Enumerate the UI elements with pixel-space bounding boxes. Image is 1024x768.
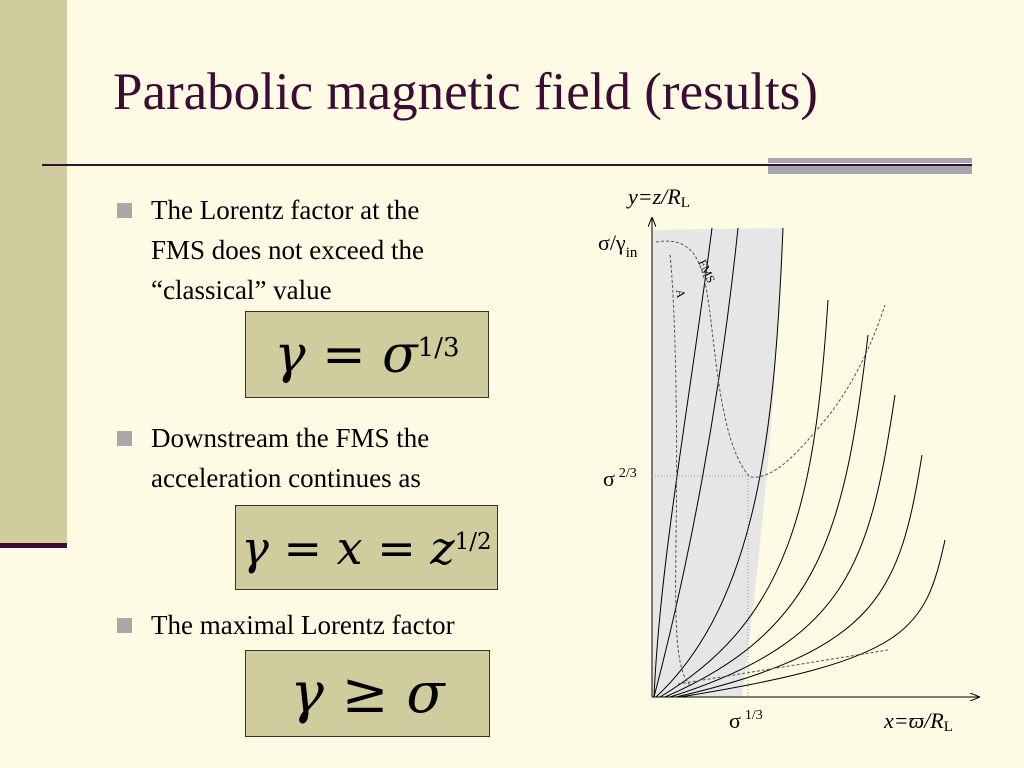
formula-exponent: 1/3: [417, 333, 460, 363]
shaded-region: [652, 228, 783, 697]
alfven-curve: [669, 254, 691, 686]
slide-title: Parabolic magnetic field (results): [113, 63, 818, 121]
bullet-maximal: The maximal Lorentz factor: [117, 605, 455, 645]
bullet-square-icon: [117, 431, 132, 446]
formula-gamma-sigma-third: γ = σ 1/3: [245, 311, 489, 398]
title-accent-bars: [768, 158, 972, 174]
formula-main: γ = x = z: [241, 520, 455, 575]
bullet-lorentz-fms: The Lorentz factor at the FMS does not e…: [117, 190, 424, 310]
sigma-two-thirds-label: σ 2/3: [603, 466, 637, 491]
formula-exponent: 1/2: [454, 528, 492, 555]
left-decor-rule: [0, 543, 67, 548]
sigma-one-third-label: σ 1/3: [729, 708, 763, 733]
field-line: [659, 299, 829, 698]
formula-gamma-x-z: γ = x = z 1/2: [235, 505, 498, 590]
formula-main: γ = σ: [274, 324, 418, 385]
alfven-curve-label: A: [673, 288, 688, 299]
field-lines: [653, 227, 946, 698]
field-line: [664, 334, 869, 698]
sigma-over-gamma-label: σ/γin: [598, 230, 638, 261]
bullet-text: Downstream the FMS the acceleration cont…: [151, 423, 430, 493]
formula-gamma-geq-sigma: γ ≥ σ: [245, 650, 490, 737]
field-line: [653, 227, 739, 698]
y-axis-label: y=z/RL: [626, 184, 690, 211]
dashed-curves: [655, 240, 889, 686]
bullet-downstream: Downstream the FMS the acceleration cont…: [117, 418, 429, 498]
field-line: [679, 539, 946, 698]
bullet-square-icon: [117, 618, 132, 633]
bullet-text: The Lorentz factor at the FMS does not e…: [151, 195, 424, 305]
left-decor-band: [0, 0, 67, 545]
x-axis-label: x=ϖ/RL: [883, 708, 953, 735]
field-line: [675, 454, 923, 698]
formula-main: γ ≥ σ: [290, 661, 445, 726]
bullet-square-icon: [117, 203, 132, 218]
field-line: [655, 227, 784, 698]
title-underline: [42, 164, 972, 166]
bullet-text: The maximal Lorentz factor: [151, 610, 455, 640]
field-line: [669, 394, 896, 698]
lower-dashed-line: [677, 649, 889, 685]
